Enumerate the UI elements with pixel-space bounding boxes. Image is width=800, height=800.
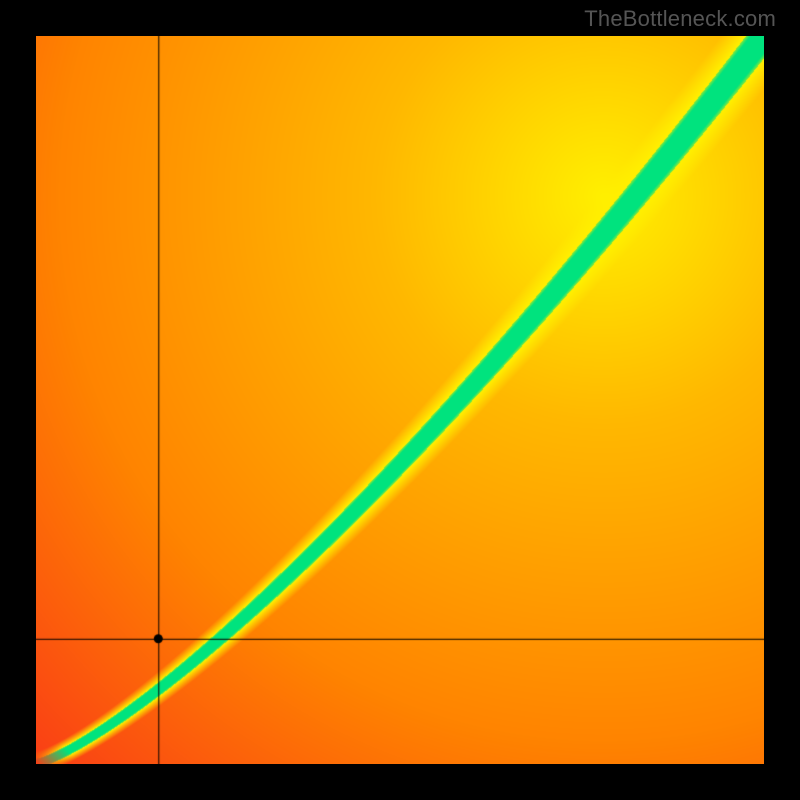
plot-region: [36, 36, 764, 764]
heatmap-canvas: [36, 36, 764, 764]
watermark-text: TheBottleneck.com: [584, 6, 776, 32]
chart-container: TheBottleneck.com: [0, 0, 800, 800]
